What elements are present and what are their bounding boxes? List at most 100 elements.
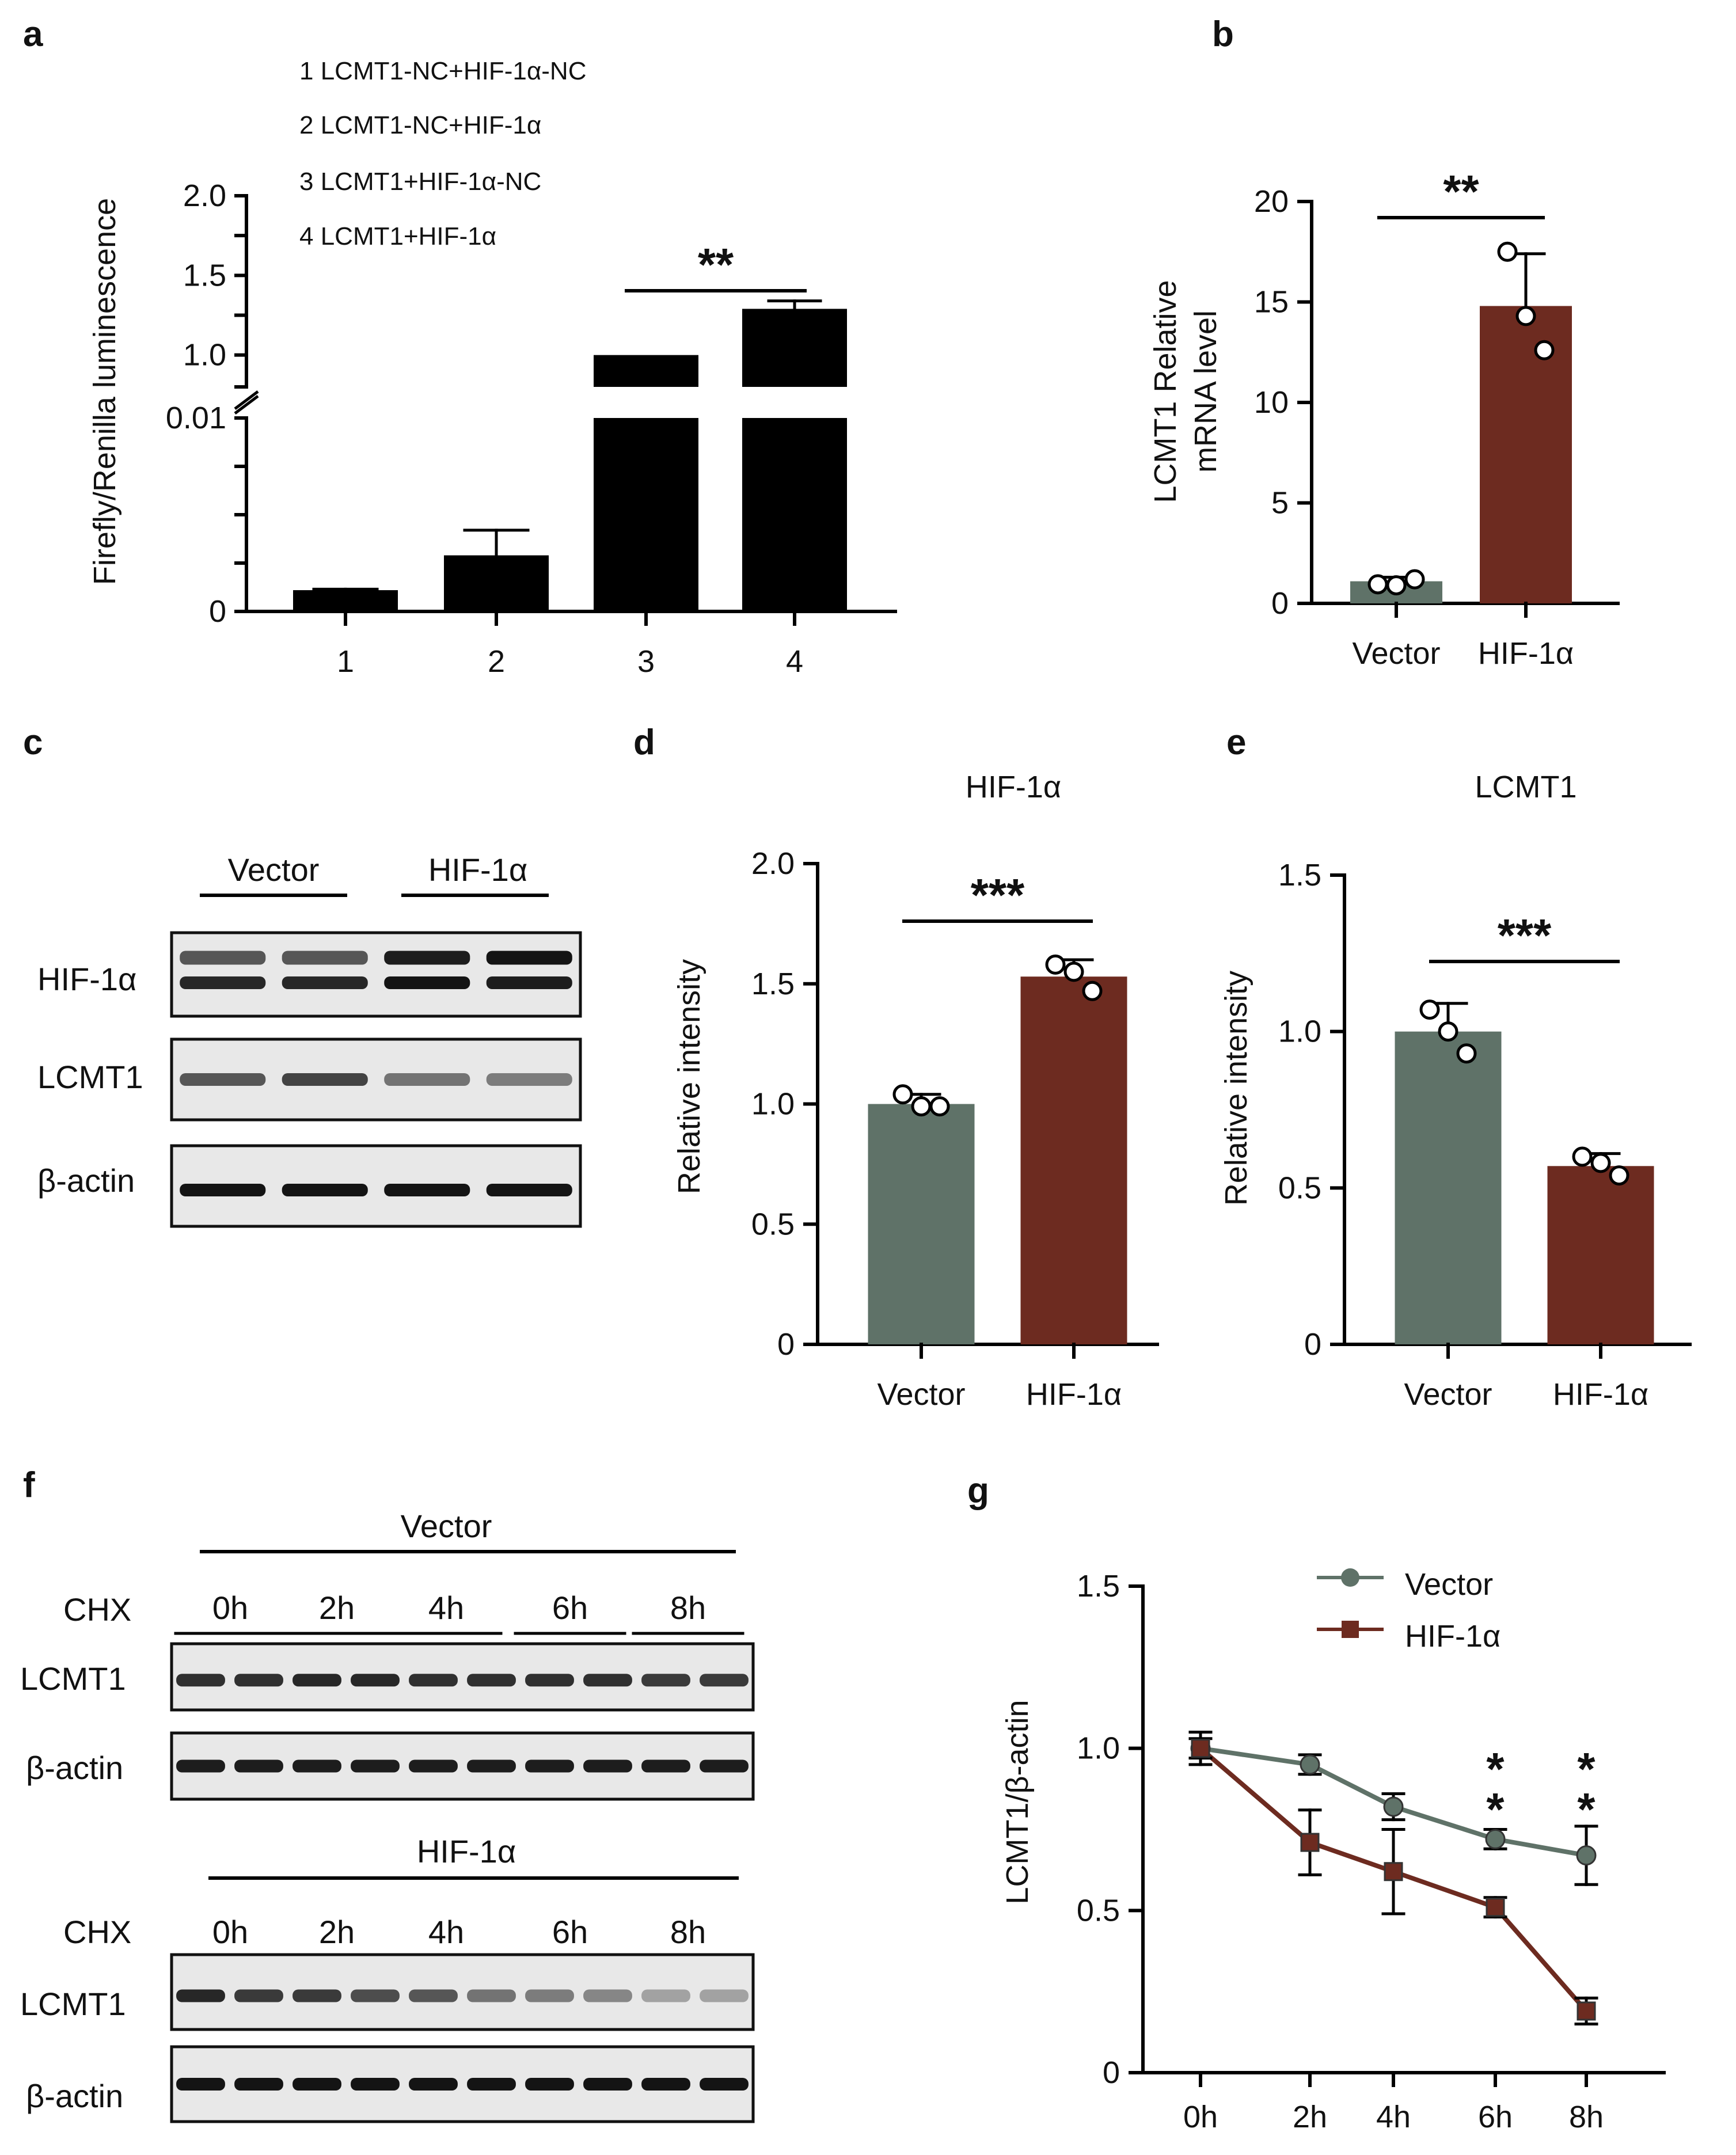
blot-f-bottom-actin-band <box>583 2078 632 2091</box>
panel-g-point-hif <box>1384 1862 1403 1882</box>
panel-a-y-tick-label: 1.5 <box>183 258 226 292</box>
blot-f-bottom-actin <box>170 2045 755 2123</box>
panel-e-x-tick-label: Vector <box>1404 1377 1492 1412</box>
blot-f-top-actin-band <box>351 1759 400 1773</box>
legend-entry: 4 LCMT1+HIF-1α <box>299 222 496 250</box>
blot-f-top-actin-band <box>176 1759 225 1773</box>
panel-d-y-tick-label: 2.0 <box>751 846 795 881</box>
blot-f-bottom-lcmt1 <box>170 1953 755 2031</box>
blot-f-top-actin-band <box>409 1759 458 1773</box>
blot-f-bottom-actin-band <box>234 2078 283 2091</box>
blot-c-lcmt1-band <box>180 1073 266 1086</box>
blot-row-label: β-actin <box>37 1162 135 1199</box>
legend-entry: 1 LCMT1-NC+HIF-1α-NC <box>299 57 586 85</box>
blot-f-bottom-actin-band <box>641 2078 690 2091</box>
panel-a-y-tick-label: 0.01 <box>166 401 226 435</box>
blot-c-hif-frame <box>170 931 582 1018</box>
blot-row-label: HIF-1α <box>37 961 136 997</box>
blot-c-hif-band <box>486 976 572 989</box>
blot-c-hif-band <box>384 976 470 989</box>
blot-f-top-actin-band <box>583 1759 632 1773</box>
blot-bottom-title: HIF-1α <box>417 1833 516 1869</box>
blot-f-top-lcmt1-band <box>234 1674 283 1687</box>
panel-a-x-tick-label: 4 <box>786 644 803 679</box>
blot-f-bottom-actin-band <box>293 2078 341 2091</box>
blot-f-bottom-time-label: 4h <box>428 1914 464 1950</box>
panel-g-significance-star: * <box>1577 1743 1596 1795</box>
blot-c-lcmt1-band <box>486 1073 572 1086</box>
blot-c-hif <box>170 931 582 1018</box>
panel-a-y-tick-label: 2.0 <box>183 178 226 213</box>
blot-f-top-actin <box>170 1731 755 1801</box>
panel-a-y-tick-label: 1.0 <box>183 338 226 373</box>
blot-f-bottom-time-label: 0h <box>212 1914 248 1950</box>
panel-a-bar-upper <box>594 355 698 387</box>
blot-f-bottom-lcmt1-band <box>583 1989 632 2002</box>
panel-e-data-point <box>1419 999 1440 1020</box>
blot-f-bottom-actin-band <box>176 2078 225 2091</box>
panel-d-y-tick-label: 1.0 <box>751 1087 795 1122</box>
panel-g-x-tick-label: 4h <box>1376 2100 1411 2134</box>
blot-group-label: Vector <box>228 852 320 888</box>
blot-c-hif-band-upper <box>180 951 266 965</box>
panel-e-data-point <box>1456 1043 1477 1064</box>
panel-d-y-tick-label: 0 <box>777 1327 795 1362</box>
panel-e-bar <box>1395 1031 1502 1344</box>
panel-d-bar <box>1020 976 1127 1344</box>
blot-c-actin-band <box>180 1184 266 1196</box>
legend-entry: 3 LCMT1+HIF-1α-NC <box>299 168 541 196</box>
panel-d-data-point <box>1063 961 1084 982</box>
panel-b-data-point <box>1497 241 1518 262</box>
panel-b-significance-stars: ** <box>1443 166 1479 217</box>
blot-f-top-time-label: 4h <box>428 1590 464 1626</box>
blot-top-title: Vector <box>401 1508 492 1544</box>
panel-a-axis-break <box>234 390 259 415</box>
panel-g-x-tick-label: 8h <box>1569 2100 1604 2134</box>
panel-a-x-tick-label: 2 <box>488 644 505 679</box>
blot-c-lcmt1 <box>170 1037 582 1122</box>
panel-g-significance-star: * <box>1486 1743 1505 1795</box>
panel-a-x-tick-label: 3 <box>637 644 655 679</box>
blot-chx-label: CHX <box>63 1914 131 1950</box>
blot-f-top-actin-band <box>234 1759 283 1773</box>
panel-a-bar-upper <box>742 309 847 387</box>
blot-f-top-lcmt1-band <box>525 1674 574 1687</box>
blot-c-hif-band <box>180 976 266 989</box>
blot-f-top-actin-band <box>700 1759 749 1773</box>
blot-f-bottom-actin-band <box>467 2078 516 2091</box>
blot-c-lcmt1-band <box>282 1073 368 1086</box>
blot-c-hif-band <box>282 976 368 989</box>
panel-g-point-vector <box>1300 1754 1320 1775</box>
panel-d-ylabel: Relative intensity <box>672 959 706 1194</box>
panel-d-y-tick-label: 1.5 <box>751 967 795 1001</box>
legend-entry: 2 LCMT1-NC+HIF-1α <box>299 111 541 139</box>
panel-d-data-point <box>911 1096 932 1117</box>
panel-e-data-point <box>1590 1153 1611 1173</box>
panel-b-data-point <box>1404 569 1425 590</box>
blot-row-label: β-actin <box>26 2078 123 2114</box>
panel-a-bar <box>742 418 847 611</box>
panel-a-x-tick-label: 1 <box>337 644 354 679</box>
panel-b-data-point <box>1515 306 1536 326</box>
panel-label-d: d <box>633 723 655 762</box>
blot-f-top-lcmt1-band <box>467 1674 516 1687</box>
panel-g-legend-marker-vector <box>1341 1568 1359 1587</box>
blot-f-top-actin-band <box>293 1759 341 1773</box>
panel-e-data-point <box>1609 1165 1629 1186</box>
blot-f-top-lcmt1-band <box>583 1674 632 1687</box>
panel-g-x-tick-label: 2h <box>1293 2100 1327 2134</box>
panel-e-significance-stars: *** <box>1498 910 1552 961</box>
panel-label-e: e <box>1226 723 1246 762</box>
panel-b-data-point <box>1534 340 1555 360</box>
blot-c-hif-band-upper <box>384 951 470 965</box>
panel-label-f: f <box>23 1465 35 1505</box>
panel-a-y-tick-label: 0 <box>209 594 226 629</box>
blot-f-top-time-label: 6h <box>552 1590 588 1626</box>
panel-e-ylabel: Relative intensity <box>1219 971 1253 1206</box>
panel-c-blot: Vector HIF-1α HIF-1α LCMT1 β-actin <box>37 852 527 1199</box>
panel-e-data-point <box>1572 1146 1593 1167</box>
blot-row-label: LCMT1 <box>37 1059 143 1095</box>
panel-g-x-tick-label: 0h <box>1183 2100 1218 2134</box>
